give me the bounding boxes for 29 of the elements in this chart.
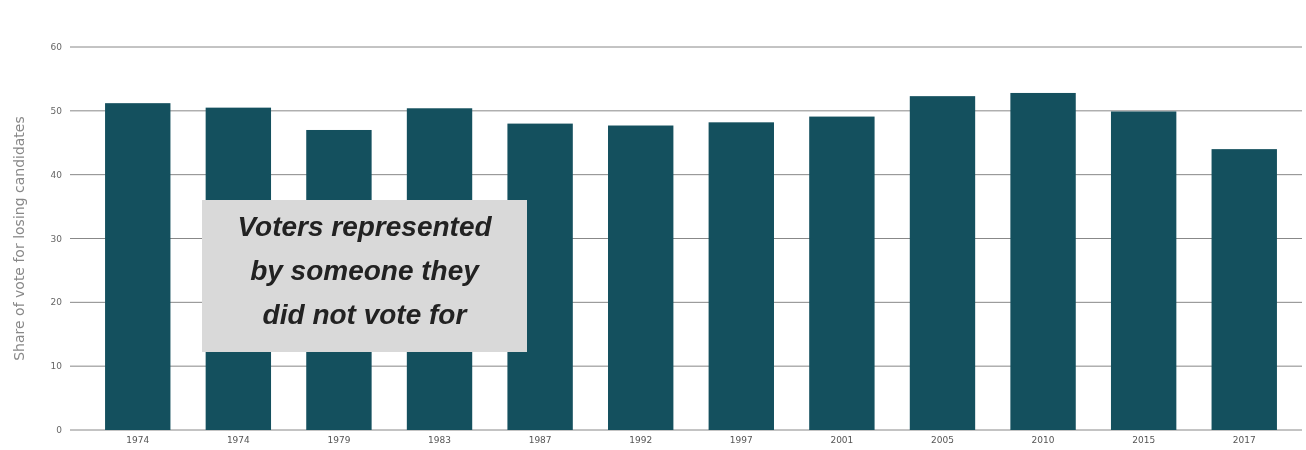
x-tick-label: 1987 bbox=[528, 435, 552, 445]
y-tick-label: 10 bbox=[50, 361, 63, 372]
y-tick-label: 60 bbox=[50, 42, 63, 53]
bar bbox=[1110, 111, 1177, 430]
x-tick-label: 1983 bbox=[428, 435, 451, 445]
y-tick-label: 50 bbox=[50, 105, 63, 116]
bar bbox=[708, 122, 774, 430]
x-tick-label: 1992 bbox=[629, 435, 653, 445]
x-tick-label: 2005 bbox=[931, 435, 954, 445]
bar bbox=[809, 116, 875, 430]
x-tick-label: 2015 bbox=[1132, 435, 1156, 445]
y-tick-label: 40 bbox=[50, 169, 63, 180]
y-tick-label: 0 bbox=[56, 425, 63, 436]
x-tick-label: 2001 bbox=[830, 435, 854, 445]
y-tick-label: 30 bbox=[50, 233, 63, 244]
annotation: Voters represented by someone they did not vote for bbox=[237, 211, 493, 330]
x-tick-label: 1974 bbox=[226, 435, 251, 445]
bar bbox=[909, 96, 976, 430]
y-tick-label: 20 bbox=[50, 297, 63, 308]
y-axis-title: Share of vote for losing candidates bbox=[11, 116, 27, 361]
bar bbox=[1211, 149, 1277, 430]
x-tick-label: 1974 bbox=[126, 435, 150, 445]
bar bbox=[1010, 92, 1076, 430]
bar bbox=[608, 125, 674, 430]
x-tick-label: 2017 bbox=[1232, 435, 1256, 445]
bar bbox=[105, 103, 171, 430]
x-tick-label: 1979 bbox=[327, 435, 351, 445]
x-tick-label: 1997 bbox=[729, 435, 753, 445]
x-tick-label: 2010 bbox=[1031, 435, 1055, 445]
